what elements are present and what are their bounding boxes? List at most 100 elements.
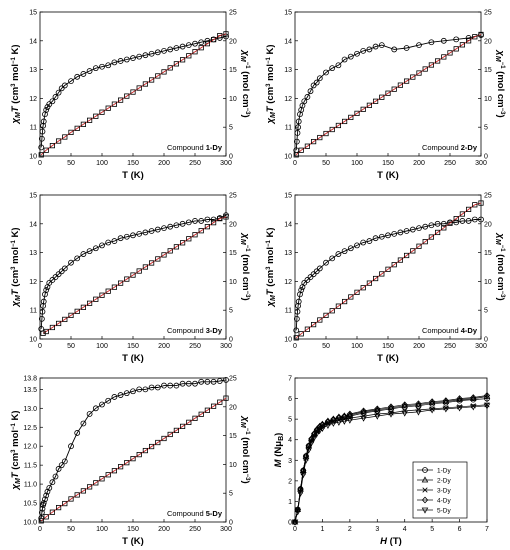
data-point xyxy=(299,472,307,479)
data-point xyxy=(74,308,80,314)
data-point xyxy=(440,220,447,227)
data-point xyxy=(130,232,136,239)
x-tick-label: 0 xyxy=(293,526,297,533)
data-point xyxy=(124,93,130,99)
legend-label: 5-Dy xyxy=(437,508,451,515)
data-point xyxy=(385,90,391,96)
chart-panel-4-Dy: 0 50 100 150 200 250 3001011121314150510152025… xyxy=(265,193,506,365)
plot-frame xyxy=(39,377,227,523)
data-point xyxy=(38,315,45,322)
y2-tick-label: 15 xyxy=(229,67,237,74)
data-point xyxy=(372,98,379,104)
data-point xyxy=(294,130,301,136)
data-point xyxy=(301,98,308,105)
data-point xyxy=(442,406,450,413)
data-point xyxy=(329,65,336,72)
data-point xyxy=(92,405,99,412)
data-point xyxy=(123,56,130,63)
data-point xyxy=(295,118,302,125)
data-point xyxy=(40,302,46,309)
data-point xyxy=(87,117,93,123)
y-tick-label: 12 xyxy=(284,96,292,103)
legend-marker xyxy=(421,496,429,504)
y2-tick-label: 5 xyxy=(484,125,488,132)
data-point xyxy=(297,291,303,298)
data-point xyxy=(46,101,53,108)
data-point xyxy=(293,138,300,145)
data-point xyxy=(117,235,124,242)
data-point xyxy=(397,229,404,236)
x-tick-label: 100 xyxy=(351,160,363,167)
data-point xyxy=(179,220,186,227)
data-point xyxy=(58,462,65,469)
data-point xyxy=(483,403,491,410)
data-point xyxy=(161,435,167,442)
data-point xyxy=(198,228,204,234)
x-tick-label: 50 xyxy=(322,160,330,167)
data-point xyxy=(366,102,373,108)
data-point xyxy=(472,34,478,40)
data-point xyxy=(210,216,217,223)
legend: 1-Dy 2-Dy 3-Dy 4-Dy 5-Dy xyxy=(412,461,468,519)
data-point xyxy=(80,420,87,427)
data-point xyxy=(38,152,44,158)
fit-line-inv-chi xyxy=(42,216,227,334)
data-point xyxy=(403,252,410,259)
y-tick-label: 4 xyxy=(288,437,292,444)
data-point xyxy=(42,111,48,118)
data-point xyxy=(93,113,99,119)
data-point xyxy=(302,457,310,464)
y2-tick-label: 0 xyxy=(229,337,233,344)
data-point xyxy=(330,420,337,427)
data-point xyxy=(319,425,326,433)
data-point xyxy=(161,252,167,258)
data-point xyxy=(42,496,48,503)
y-tick-label: 13.0 xyxy=(23,406,37,413)
data-point xyxy=(117,392,124,398)
data-point xyxy=(323,259,329,266)
data-point xyxy=(99,476,105,482)
x-tick-label: 200 xyxy=(158,343,170,350)
data-point xyxy=(329,308,335,314)
data-point xyxy=(192,49,198,55)
data-point xyxy=(204,41,210,47)
y2-axis-label: χM−1 (mol cm−3) xyxy=(494,232,506,300)
data-point xyxy=(142,447,148,454)
data-point xyxy=(453,36,460,43)
data-point xyxy=(43,492,50,499)
data-point xyxy=(210,37,217,43)
data-point xyxy=(434,229,441,236)
data-point xyxy=(186,53,192,59)
y-tick-label: 14 xyxy=(29,221,37,228)
data-point xyxy=(58,85,65,92)
data-point xyxy=(92,65,99,72)
data-point xyxy=(55,89,62,96)
x-axis-label: T (K) xyxy=(122,170,144,181)
data-point xyxy=(447,50,453,56)
data-point xyxy=(185,219,192,226)
data-point xyxy=(161,382,167,389)
data-point xyxy=(204,224,210,230)
data-point xyxy=(192,232,198,238)
data-point xyxy=(387,411,395,418)
y2-tick-label: 5 xyxy=(229,125,233,132)
data-point xyxy=(136,386,143,393)
x-tick-label: 7 xyxy=(485,526,489,533)
data-point xyxy=(179,240,186,246)
data-point xyxy=(378,42,385,49)
data-point xyxy=(456,405,463,412)
data-point xyxy=(456,395,463,402)
fit-line-chiT xyxy=(295,34,482,151)
data-point xyxy=(155,73,161,79)
data-point xyxy=(198,378,205,385)
data-point xyxy=(366,280,373,286)
data-point xyxy=(179,57,186,63)
data-point xyxy=(62,316,68,323)
data-point xyxy=(293,327,300,334)
data-point xyxy=(198,45,204,51)
data-point xyxy=(317,317,323,323)
data-point xyxy=(154,49,161,56)
compound-label: Compound 3-Dy xyxy=(167,326,223,335)
data-point xyxy=(173,382,180,389)
